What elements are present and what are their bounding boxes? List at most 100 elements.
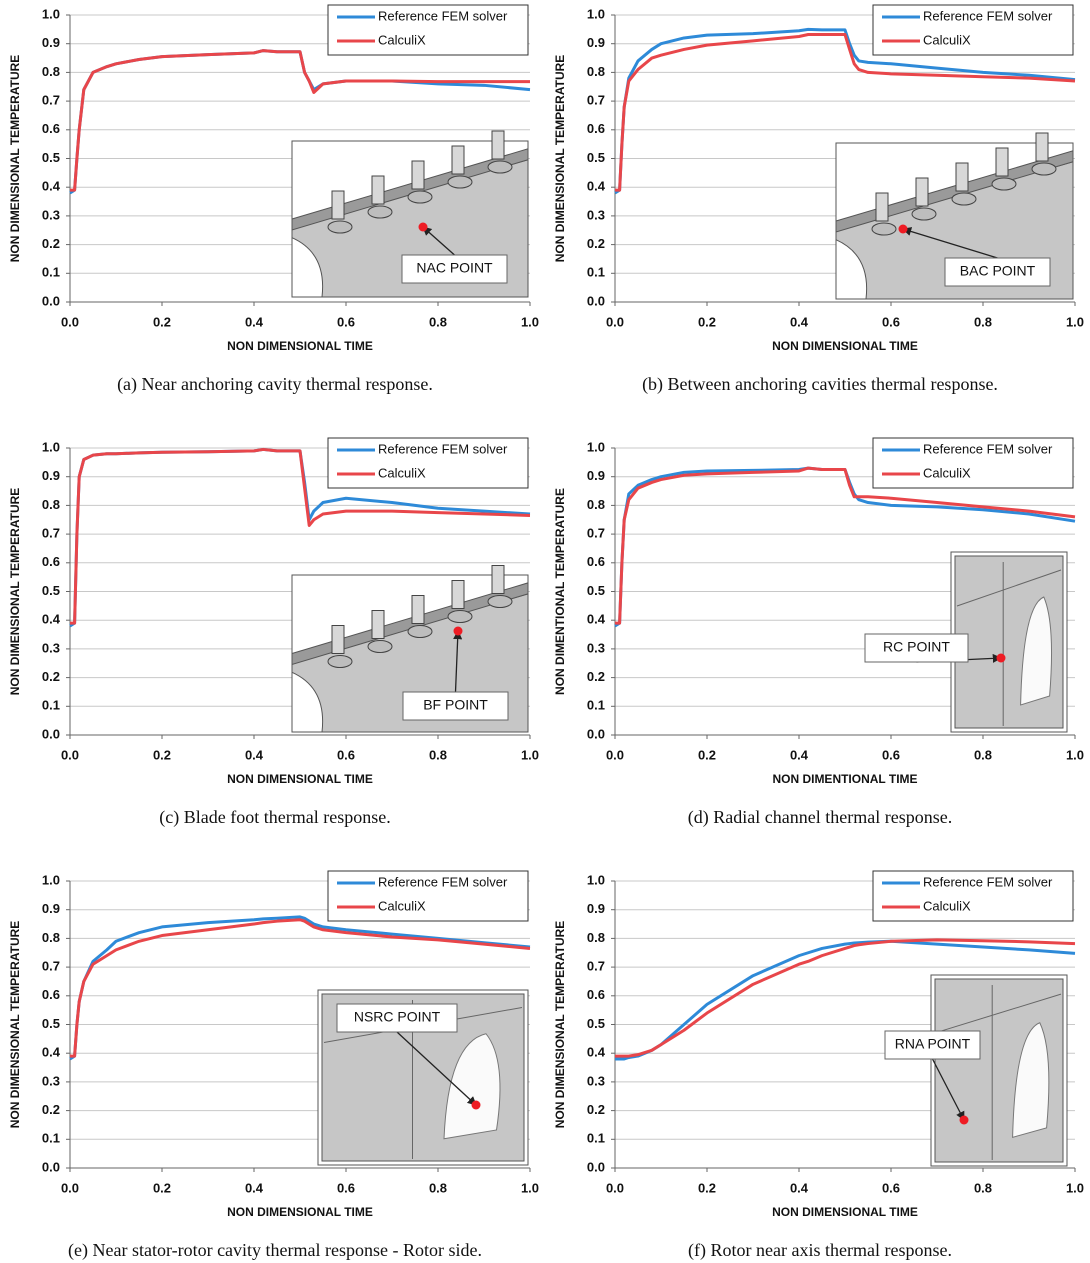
inset-blade <box>332 626 344 654</box>
y-tick-label: 0.3 <box>587 640 605 655</box>
x-tick-label: 0.6 <box>337 1180 355 1195</box>
inset-cavity <box>488 161 512 173</box>
y-tick-label: 0.4 <box>587 612 606 627</box>
x-tick-label: 0.8 <box>429 1180 447 1195</box>
inset-blade <box>372 176 384 204</box>
y-axis-title: NON DIMENSIONAL TEMPERATURE <box>8 55 22 263</box>
y-tick-label: 1.0 <box>587 439 605 454</box>
y-tick-label: 0.6 <box>587 987 605 1002</box>
annotation-label: RNA POINT <box>895 1036 971 1052</box>
y-tick-label: 0.6 <box>42 554 60 569</box>
inset-blade <box>492 566 504 594</box>
y-tick-label: 0.2 <box>587 1102 605 1117</box>
x-tick-label: 0.0 <box>606 747 624 762</box>
x-tick-label: 1.0 <box>521 314 539 329</box>
x-tick-label: 0.0 <box>61 314 79 329</box>
inset-blade <box>412 596 424 624</box>
y-tick-label: 0.9 <box>587 35 605 50</box>
y-tick-label: 0.3 <box>587 207 605 222</box>
caption: (c) Blade foot thermal response. <box>159 807 390 828</box>
y-tick-label: 0.1 <box>42 1131 60 1146</box>
annotation-point <box>454 627 463 636</box>
x-tick-label: 0.4 <box>245 747 264 762</box>
x-tick-label: 0.2 <box>153 1180 171 1195</box>
inset-blade <box>332 191 344 219</box>
x-axis-title: NON DIMENSIONAL TIME <box>772 1205 918 1219</box>
inset-cavity <box>912 208 936 220</box>
inset-blade <box>1036 133 1048 161</box>
y-tick-label: 0.7 <box>42 959 60 974</box>
x-tick-label: 0.6 <box>882 1180 900 1195</box>
x-tick-label: 0.2 <box>698 747 716 762</box>
x-tick-label: 0.0 <box>61 747 79 762</box>
x-tick-label: 0.4 <box>245 1180 264 1195</box>
x-tick-label: 1.0 <box>1066 747 1084 762</box>
y-tick-label: 0.9 <box>42 901 60 916</box>
y-tick-label: 0.3 <box>587 1073 605 1088</box>
y-tick-label: 0.2 <box>42 236 60 251</box>
y-tick-label: 0.0 <box>587 1159 605 1174</box>
y-tick-label: 0.5 <box>42 150 60 165</box>
x-tick-label: 0.0 <box>606 1180 624 1195</box>
panel: 0.00.10.20.30.40.50.60.70.80.91.00.00.20… <box>8 5 539 395</box>
y-tick-label: 1.0 <box>42 872 60 887</box>
x-tick-label: 0.6 <box>337 747 355 762</box>
annotation-point <box>997 654 1006 663</box>
annotation-label: NAC POINT <box>416 260 493 276</box>
inset-cavity <box>952 193 976 205</box>
y-tick-label: 0.4 <box>42 179 61 194</box>
y-tick-label: 0.2 <box>587 669 605 684</box>
caption: (a) Near anchoring cavity thermal respon… <box>117 374 433 395</box>
y-tick-label: 0.3 <box>42 1073 60 1088</box>
x-tick-label: 1.0 <box>521 747 539 762</box>
y-tick-label: 0.5 <box>587 583 605 598</box>
y-tick-label: 0.0 <box>587 293 605 308</box>
x-axis-title: NON DIMENSIONAL TIME <box>227 772 373 786</box>
x-tick-label: 0.2 <box>153 747 171 762</box>
y-axis-title: NON DIMENSIONAL TEMPERATURE <box>553 921 567 1129</box>
y-tick-label: 0.0 <box>42 293 60 308</box>
y-tick-label: 1.0 <box>42 6 60 21</box>
x-tick-label: 0.4 <box>790 314 809 329</box>
x-tick-label: 1.0 <box>1066 1180 1084 1195</box>
y-tick-label: 0.5 <box>587 1016 605 1031</box>
y-axis-title: NON DIMENSIONAL TEMPERATURE <box>8 921 22 1129</box>
inset-blade <box>452 581 464 609</box>
y-tick-label: 0.1 <box>587 1131 605 1146</box>
y-tick-label: 0.6 <box>587 121 605 136</box>
figure: 0.0 0.1 0.2 0.3 0.4 0.5 0.6 0.7 0.8 0.9 1.0 0.0 0.2 0… <box>0 0 1090 1263</box>
inset-blade <box>372 611 384 639</box>
y-tick-label: 0.4 <box>42 612 61 627</box>
y-tick-label: 0.4 <box>587 179 606 194</box>
y-tick-label: 0.5 <box>42 583 60 598</box>
x-tick-label: 1.0 <box>1066 314 1084 329</box>
y-tick-label: 0.1 <box>587 265 605 280</box>
annotation-label: NSRC POINT <box>354 1009 441 1025</box>
inset-cavity <box>368 206 392 218</box>
y-tick-label: 0.8 <box>587 930 605 945</box>
inset-cavity <box>1032 163 1056 175</box>
annotation-point <box>419 223 428 232</box>
legend-label: Reference FEM solver <box>378 441 508 456</box>
x-tick-label: 0.4 <box>790 1180 809 1195</box>
legend-label: Reference FEM solver <box>923 874 1053 889</box>
y-axis-title: NON DIMENTIONAL TEMPERATURE <box>553 488 567 695</box>
y-tick-label: 0.7 <box>587 526 605 541</box>
inset-cavity <box>328 656 352 668</box>
y-tick-label: 0.2 <box>42 1102 60 1117</box>
y-tick-label: 0.1 <box>587 698 605 713</box>
inset-blade <box>492 131 504 159</box>
legend-label: CalculiX <box>923 898 971 913</box>
y-tick-label: 0.2 <box>42 669 60 684</box>
inset-cavity <box>408 626 432 638</box>
inset-blade <box>452 146 464 174</box>
y-tick-label: 0.3 <box>42 640 60 655</box>
caption: (e) Near stator-rotor cavity thermal res… <box>68 1240 482 1261</box>
inset-cavity <box>368 641 392 653</box>
y-tick-label: 0.4 <box>42 1045 61 1060</box>
annotation-point <box>899 225 908 234</box>
y-tick-label: 0.9 <box>42 468 60 483</box>
legend-label: Reference FEM solver <box>923 8 1053 23</box>
